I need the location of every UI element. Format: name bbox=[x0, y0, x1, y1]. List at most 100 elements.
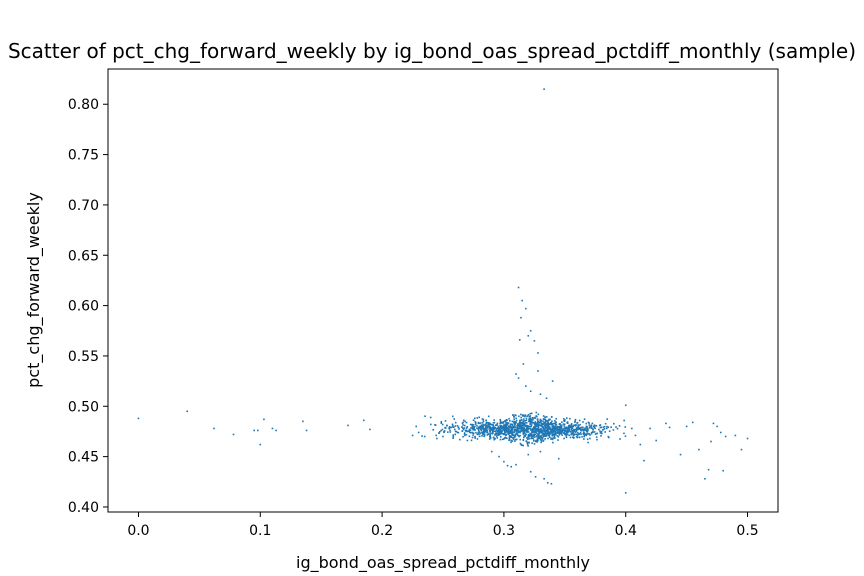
data-point bbox=[512, 437, 514, 439]
data-point bbox=[514, 432, 516, 434]
data-point bbox=[545, 426, 547, 428]
data-point bbox=[466, 434, 468, 436]
data-point bbox=[556, 427, 558, 429]
data-point bbox=[578, 433, 580, 435]
data-point bbox=[625, 404, 627, 406]
data-point bbox=[490, 432, 492, 434]
data-point bbox=[509, 438, 511, 440]
data-point bbox=[567, 432, 569, 434]
data-point bbox=[610, 426, 612, 428]
data-point bbox=[596, 436, 598, 438]
data-point bbox=[547, 425, 549, 427]
data-point bbox=[521, 444, 523, 446]
data-point bbox=[551, 437, 553, 439]
data-point bbox=[537, 428, 539, 430]
data-point bbox=[517, 430, 519, 432]
data-point bbox=[479, 435, 481, 437]
data-point bbox=[540, 451, 542, 453]
data-point bbox=[596, 425, 598, 427]
data-point bbox=[747, 438, 749, 440]
data-point bbox=[500, 426, 502, 428]
data-point bbox=[480, 422, 482, 424]
data-point bbox=[441, 421, 443, 423]
data-point bbox=[515, 373, 517, 375]
data-point bbox=[547, 429, 549, 431]
data-point bbox=[472, 437, 474, 439]
data-point bbox=[543, 415, 545, 417]
data-point bbox=[543, 419, 545, 421]
data-point bbox=[521, 422, 523, 424]
data-point bbox=[501, 422, 503, 424]
data-point bbox=[523, 440, 525, 442]
data-point bbox=[534, 423, 536, 425]
data-point bbox=[509, 420, 511, 422]
data-point bbox=[592, 423, 594, 425]
data-point bbox=[492, 424, 494, 426]
data-point bbox=[523, 420, 525, 422]
data-point bbox=[499, 419, 501, 421]
data-point bbox=[306, 430, 308, 432]
data-point bbox=[494, 422, 496, 424]
data-point bbox=[529, 426, 531, 428]
data-point bbox=[580, 432, 582, 434]
data-point bbox=[604, 431, 606, 433]
data-point bbox=[526, 415, 528, 417]
data-point bbox=[521, 427, 523, 429]
data-point bbox=[435, 435, 437, 437]
data-point bbox=[579, 424, 581, 426]
data-point bbox=[569, 418, 571, 420]
data-point bbox=[542, 431, 544, 433]
data-point bbox=[472, 428, 474, 430]
data-point bbox=[590, 426, 592, 428]
data-point bbox=[498, 434, 500, 436]
data-point bbox=[551, 416, 553, 418]
data-point bbox=[523, 418, 525, 420]
data-point bbox=[474, 421, 476, 423]
data-point bbox=[542, 424, 544, 426]
data-point bbox=[508, 428, 510, 430]
data-point bbox=[486, 430, 488, 432]
data-point bbox=[583, 436, 585, 438]
data-point bbox=[649, 428, 651, 430]
data-point bbox=[508, 433, 510, 435]
y-tick-label: 0.70 bbox=[68, 198, 99, 214]
data-point bbox=[543, 436, 545, 438]
data-point bbox=[604, 428, 606, 430]
data-point bbox=[566, 417, 568, 419]
data-point bbox=[535, 417, 537, 419]
data-point bbox=[557, 439, 559, 441]
data-point bbox=[566, 437, 568, 439]
data-point bbox=[511, 424, 513, 426]
data-point bbox=[583, 438, 585, 440]
data-point bbox=[561, 426, 563, 428]
data-point bbox=[619, 425, 621, 427]
data-point bbox=[513, 418, 515, 420]
data-point bbox=[510, 427, 512, 429]
data-point bbox=[562, 429, 564, 431]
data-point bbox=[526, 418, 528, 420]
data-point bbox=[233, 434, 235, 436]
data-point bbox=[606, 426, 608, 428]
data-point bbox=[535, 434, 537, 436]
data-point bbox=[534, 340, 536, 342]
data-point bbox=[563, 425, 565, 427]
data-point bbox=[559, 429, 561, 431]
data-point bbox=[412, 435, 414, 437]
data-point bbox=[468, 430, 470, 432]
data-point bbox=[473, 419, 475, 421]
data-point bbox=[442, 436, 444, 438]
data-point bbox=[519, 439, 521, 441]
data-point bbox=[454, 434, 456, 436]
data-point bbox=[544, 416, 546, 418]
data-point bbox=[543, 428, 545, 430]
data-point bbox=[497, 423, 499, 425]
data-point bbox=[582, 427, 584, 429]
data-point bbox=[478, 417, 480, 419]
data-point bbox=[553, 433, 555, 435]
data-point bbox=[600, 427, 602, 429]
data-point bbox=[580, 433, 582, 435]
data-point bbox=[490, 431, 492, 433]
data-point bbox=[548, 424, 550, 426]
data-point bbox=[518, 428, 520, 430]
data-point bbox=[467, 440, 469, 442]
